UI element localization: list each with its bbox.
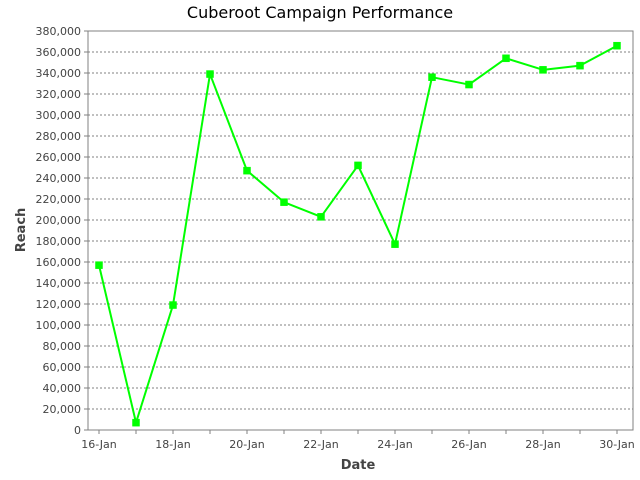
y-tick-label: 80,000 bbox=[43, 340, 82, 353]
y-tick-label: 160,000 bbox=[36, 256, 82, 269]
data-point bbox=[132, 418, 140, 427]
x-tick-label: 16-Jan bbox=[81, 438, 117, 451]
grid-lines bbox=[88, 30, 633, 431]
data-point bbox=[280, 198, 288, 206]
y-tick-label: 360,000 bbox=[36, 46, 82, 59]
data-point bbox=[613, 41, 621, 50]
x-tick-label: 20-Jan bbox=[229, 438, 265, 451]
x-tick-label: 30-Jan bbox=[599, 438, 635, 451]
y-tick-label: 280,000 bbox=[36, 130, 82, 143]
y-tick-label: 40,000 bbox=[43, 382, 82, 395]
data-point bbox=[317, 213, 325, 221]
x-tick-label: 28-Jan bbox=[525, 438, 561, 451]
y-tick-label: 120,000 bbox=[36, 298, 82, 311]
y-tick-label: 60,000 bbox=[43, 361, 82, 374]
plot-border bbox=[87, 30, 634, 431]
data-point bbox=[428, 73, 436, 81]
y-tick-label: 340,000 bbox=[36, 67, 82, 80]
y-tick-label: 380,000 bbox=[36, 25, 82, 38]
y-tick-label: 320,000 bbox=[36, 88, 82, 101]
data-point bbox=[539, 66, 547, 74]
y-tick-label: 200,000 bbox=[36, 214, 82, 227]
y-tick-label: 180,000 bbox=[36, 235, 82, 248]
data-point bbox=[169, 301, 177, 309]
data-point bbox=[95, 261, 103, 269]
x-tick-label: 22-Jan bbox=[303, 438, 339, 451]
y-tick-label: 140,000 bbox=[36, 277, 82, 290]
y-tick-label: 20,000 bbox=[43, 403, 82, 416]
axes bbox=[87, 30, 634, 431]
y-tick-label: 300,000 bbox=[36, 109, 82, 122]
plot-area bbox=[88, 31, 633, 430]
y-tick-label: 220,000 bbox=[36, 193, 82, 206]
x-tick-label: 26-Jan bbox=[451, 438, 487, 451]
data-point bbox=[391, 240, 399, 248]
series-layer bbox=[95, 41, 621, 427]
data-point bbox=[354, 161, 362, 170]
chart-title: Cuberoot Campaign Performance bbox=[187, 3, 453, 22]
y-tick-label: 0 bbox=[74, 424, 81, 437]
y-tick-label: 100,000 bbox=[36, 319, 82, 332]
data-point bbox=[243, 166, 251, 175]
x-axis-label: Date bbox=[341, 458, 376, 473]
x-tick-label: 18-Jan bbox=[155, 438, 191, 451]
y-tick-label: 240,000 bbox=[36, 172, 82, 185]
data-point bbox=[502, 54, 510, 63]
data-point bbox=[206, 70, 214, 78]
y-axis-label: Reach bbox=[14, 208, 29, 253]
tick-labels: 0 20,000 40,000 60,000 80,000 100,000 120,000 1… bbox=[36, 25, 635, 451]
x-tick-label: 24-Jan bbox=[377, 438, 413, 451]
data-point bbox=[465, 80, 473, 89]
y-tick-label: 260,000 bbox=[36, 151, 82, 164]
data-point bbox=[576, 61, 584, 70]
